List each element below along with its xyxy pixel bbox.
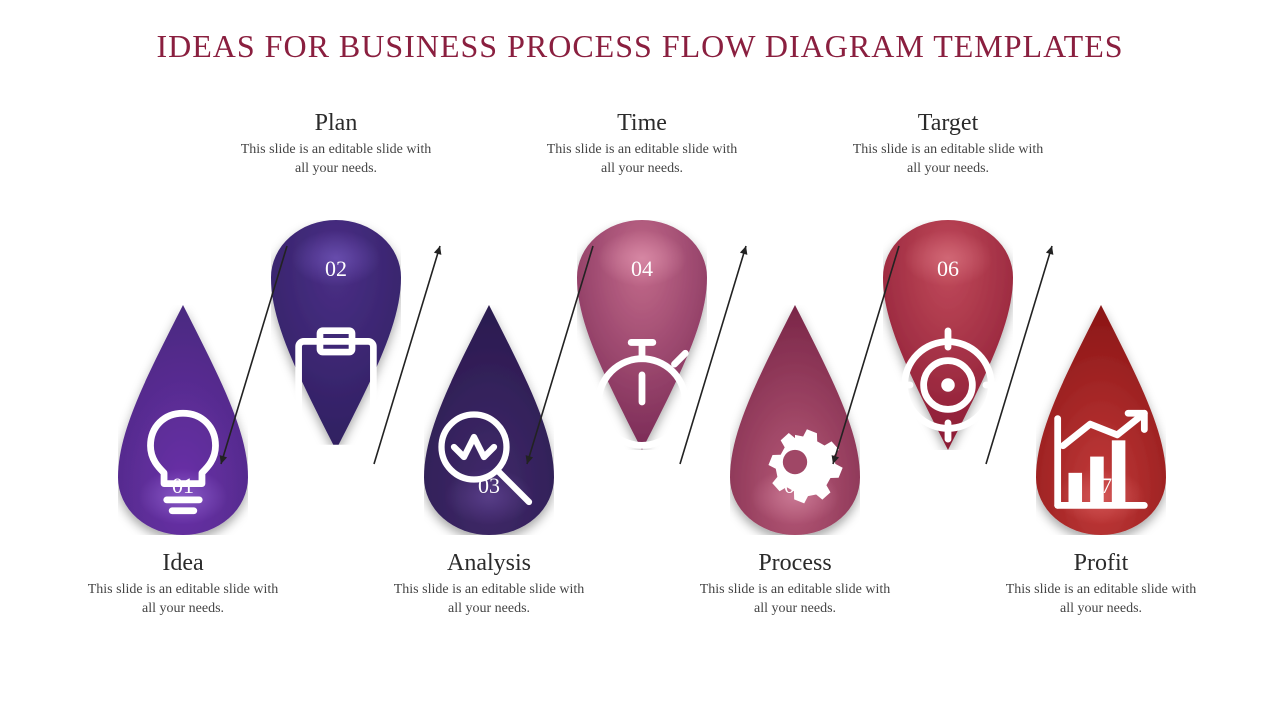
caption-desc: This slide is an editable slide with all… [1001,581,1201,619]
drop-number: 07 [1036,473,1166,499]
flow-arrow-6 [978,240,1060,470]
flow-arrow-4 [672,240,754,470]
caption-process: Process This slide is an editable slide w… [695,550,895,619]
flow-arrow-2 [366,240,448,470]
page-title: IDEAS FOR BUSINESS PROCESS FLOW DIAGRAM … [0,0,1280,65]
caption-label: Target [848,110,1048,137]
caption-time: Time This slide is an editable slide with… [542,110,742,179]
drop-number: 03 [424,473,554,499]
caption-label: Idea [83,550,283,577]
caption-label: Time [542,110,742,137]
caption-idea: Idea This slide is an editable slide with… [83,550,283,619]
caption-desc: This slide is an editable slide with all… [389,581,589,619]
flow-arrow-1 [213,240,295,470]
caption-label: Analysis [389,550,589,577]
drop-number: 05 [730,473,860,499]
caption-desc: This slide is an editable slide with all… [848,141,1048,179]
caption-label: Process [695,550,895,577]
caption-target: Target This slide is an editable slide wi… [848,110,1048,179]
caption-desc: This slide is an editable slide with all… [83,581,283,619]
drop-number: 01 [118,473,248,499]
flow-arrow-5 [825,240,907,470]
caption-analysis: Analysis This slide is an editable slide … [389,550,589,619]
caption-plan: Plan This slide is an editable slide with… [236,110,436,179]
caption-desc: This slide is an editable slide with all… [542,141,742,179]
flow-arrow-3 [519,240,601,470]
caption-desc: This slide is an editable slide with all… [695,581,895,619]
diagram-stage: 01 Idea This slide is an editable slide wi… [0,90,1280,710]
caption-profit: Profit This slide is an editable slide wi… [1001,550,1201,619]
caption-desc: This slide is an editable slide with all… [236,141,436,179]
caption-label: Plan [236,110,436,137]
caption-label: Profit [1001,550,1201,577]
